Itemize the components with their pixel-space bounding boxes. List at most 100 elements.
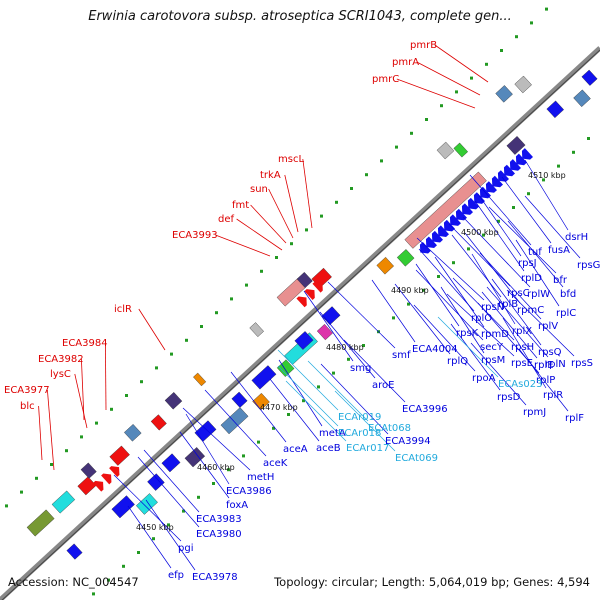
leader-reverse-22 [481,291,538,359]
tick-dot-inner [302,399,305,403]
label-forward-10: ECA3984 [62,338,108,349]
reverse-gene-22-shape [581,69,598,86]
forward-gene-13-shape [436,141,455,160]
label-reverse-15: rplX [512,326,532,337]
tick-dot-outer [125,394,128,397]
leader-reverse-51 [145,499,196,571]
tick-dot-outer [425,118,428,121]
forward-gene-2-shape [77,476,97,496]
label-reverse-4: bfr [553,275,568,286]
backbone [0,46,600,600]
forward-gene-8 [193,372,207,387]
tick-dot-inner [257,440,260,444]
label-reverse-10: rplC [556,308,576,319]
label-reverse-35: ECA4004 [412,344,458,355]
reverse-arrow-16-shape [515,153,527,166]
forward-gene-7-shape [164,392,183,410]
tick-dot-outer [80,435,83,439]
leader-forward-8 [215,234,271,257]
forward-arrow-0-shape [93,480,104,492]
tick-dot-outer [500,49,503,52]
tick-dot-inner [347,357,350,361]
reverse-gene-3 [147,473,165,491]
label-reverse-26: rplF [565,413,584,424]
tick-dot-outer [335,200,338,204]
leader-reverse-24 [415,269,484,341]
reverse-arrow-13 [497,170,509,182]
leader-reverse-40 [278,359,323,427]
label-reverse-43: aceK [263,458,288,469]
leader-reverse-30 [502,317,547,389]
tick-dot-inner [122,564,125,568]
label-reverse-22: rplE [534,360,554,371]
gene-features [26,69,598,560]
forward-gene-9 [249,322,264,338]
tick-dot-outer [245,283,248,287]
leader-reverse-29 [446,293,515,357]
label-rna-3: ECAt068 [368,423,411,434]
leader-reverse-16 [491,278,542,346]
leader-reverse-5 [477,193,522,257]
label-reverse-17: rplO [471,313,492,324]
reverse-gene-13 [294,331,314,350]
reverse-gene-9-shape [252,392,270,411]
reverse-gene-16 [376,256,395,275]
topology-summary: Topology: circular; Length: 5,064,019 bp… [274,575,590,589]
leader-rna-2 [277,365,339,427]
leader-forward-1 [416,61,481,96]
tick-dot-inner [452,261,455,265]
label-reverse-27: rplQ [447,356,468,367]
tick-dot-inner [332,371,335,375]
leader-forward-3 [302,158,313,229]
tick-dot-inner [467,247,470,251]
reverse-gene-6-shape [194,420,217,442]
label-reverse-2: rpsG [577,260,600,271]
leader-reverse-21 [434,256,485,328]
reverse-arrow-8 [467,197,479,210]
leader-reverse-27 [394,283,451,355]
reverse-arrow-3 [437,225,449,237]
tick-dot-outer [545,7,548,11]
scale-labels: 4450 kbp 4460 kbp 4470 kbp 4480 kbp 4490 kbp… [136,171,566,532]
reverse-gene-19 [506,136,526,155]
label-reverse-11: rplB [498,299,518,310]
leader-reverse-39 [320,363,389,435]
forward-gene-3 [80,462,97,479]
reverse-gene-18-shape [404,171,487,249]
tick-dot-outer [455,90,458,94]
tick-dot-outer [155,366,158,370]
leader-reverse-17 [418,248,475,312]
reverse-gene-6 [194,420,217,442]
leader-forward-4 [284,174,299,233]
scale-label-3: 4480 kbp [326,343,364,352]
forward-gene-4 [109,445,130,466]
label-reverse-49: pgi [178,543,193,554]
label-reverse-8: rpsC [507,288,530,299]
label-reverse-16: rpsQ [538,347,562,358]
label-reverse-44: metH [247,472,274,483]
tick-dot-inner [557,164,560,168]
tick-dot-outer [320,214,323,218]
forward-gene-5-shape [123,424,142,442]
reverse-arrow-12 [491,175,503,188]
label-reverse-46: foxA [226,500,248,511]
leader-reverse-43 [204,389,267,457]
forward-gene-5 [123,424,142,442]
reverse-arrow-6 [455,208,467,221]
tick-dot-inner [422,288,425,292]
reverse-gene-10 [251,365,277,390]
reverse-gene-0 [66,543,83,560]
tick-dot-inner [497,219,500,223]
reverse-gene-14-shape [316,323,333,341]
label-forward-11: ECA3982 [38,354,84,365]
leader-forward-2 [396,78,476,109]
forward-gene-3-shape [80,462,97,479]
forward-arrow-2 [109,466,120,477]
leader-reverse-35 [371,279,416,343]
reverse-gene-5-shape [184,447,206,468]
reverse-arrow-4-shape [443,219,455,232]
label-reverse-33: rplP [536,375,555,386]
leader-reverse-50 [127,505,172,569]
leader-rna-4 [285,380,347,442]
